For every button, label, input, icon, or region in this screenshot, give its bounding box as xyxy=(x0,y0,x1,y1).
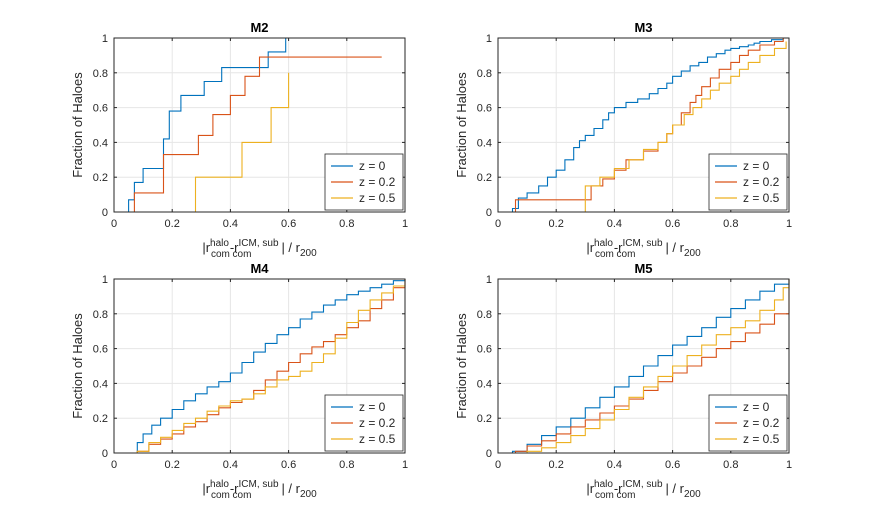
y-axis-label: Fraction of Haloes xyxy=(70,72,85,178)
chart-m2: 0 0.2 0.4 0.6 0.8 1 0 0.2 0.4 0.6 0.8 1 M2 Fraction o… xyxy=(70,20,408,260)
y-tick-label: 0.6 xyxy=(477,103,492,115)
axes-box xyxy=(497,278,790,454)
legend-entry: z = 0.5 xyxy=(359,191,396,205)
x-tick-label: 0.4 xyxy=(223,218,238,230)
x-axis-label: |rhalo com-rICM, sub com | / r200 xyxy=(202,479,317,501)
y-tick-label: 1 xyxy=(486,274,492,286)
chart-title: M3 xyxy=(634,20,652,35)
y-tick-label: 0.6 xyxy=(93,103,108,115)
legend-entry: z = 0.5 xyxy=(359,432,396,446)
y-tick-label: 0.4 xyxy=(477,137,492,149)
x-tick-label: 0 xyxy=(495,459,501,471)
legend-entry: z = 0 xyxy=(743,400,770,414)
legend-entry: z = 0 xyxy=(743,159,770,173)
legend: z = 0 z = 0.2 z = 0.5 xyxy=(324,394,404,452)
series-line-z0 xyxy=(128,37,298,212)
y-tick-label: 1 xyxy=(486,33,492,45)
legend-entry: z = 0.2 xyxy=(743,175,780,189)
x-tick-label: 0.6 xyxy=(665,218,680,230)
legend-entry: z = 0 xyxy=(359,159,386,173)
series-line-z0 xyxy=(128,279,406,454)
series-line-z05 xyxy=(526,279,790,453)
legend-entry: z = 0.2 xyxy=(743,416,780,430)
chart-m3: 0 0.2 0.4 0.6 0.8 1 0 0.2 0.4 0.6 0.8 1 M3 Fraction o… xyxy=(454,20,792,260)
x-tick-label: 0.4 xyxy=(223,459,238,471)
x-tick-label: 1 xyxy=(786,218,792,230)
chart-m5: 0 0.2 0.4 0.6 0.8 1 0 0.2 0.4 0.6 0.8 1 M5 Fraction o… xyxy=(454,261,792,501)
y-axis-label: Fraction of Haloes xyxy=(454,313,469,419)
x-tick-label: 0.8 xyxy=(339,459,354,471)
x-tick-label: 0.2 xyxy=(165,218,180,230)
x-axis-label: |rhalo com-rICM, sub com | / r200 xyxy=(202,238,317,260)
series-line-z05 xyxy=(194,72,290,212)
x-tick-label: 1 xyxy=(402,459,408,471)
x-tick-label: 0.8 xyxy=(723,218,738,230)
y-tick-label: 0.8 xyxy=(477,68,492,80)
x-tick-label: 0 xyxy=(495,218,501,230)
legend-entry: z = 0.5 xyxy=(743,432,780,446)
x-tick-label: 0.4 xyxy=(607,459,622,471)
y-tick-label: 0 xyxy=(486,448,492,460)
axes-box xyxy=(497,37,790,213)
series-line-z02 xyxy=(514,38,784,212)
legend-entry: z = 0.2 xyxy=(359,416,396,430)
chart-m4: 0 0.2 0.4 0.6 0.8 1 0 0.2 0.4 0.6 0.8 1 M4 Fraction o… xyxy=(70,261,408,501)
x-tick-label: 0 xyxy=(111,459,117,471)
chart-title: M4 xyxy=(250,261,269,276)
y-tick-label: 0.8 xyxy=(93,68,108,80)
y-tick-label: 0.2 xyxy=(477,172,492,184)
x-tick-label: 0 xyxy=(111,218,117,230)
x-tick-label: 0.8 xyxy=(339,218,354,230)
y-tick-label: 0 xyxy=(486,207,492,219)
x-tick-label: 1 xyxy=(786,459,792,471)
y-tick-label: 0 xyxy=(102,448,108,460)
series-line-z02 xyxy=(133,56,382,212)
series-line-z02 xyxy=(136,279,406,453)
series-line-z05 xyxy=(584,41,787,212)
y-axis-label: Fraction of Haloes xyxy=(70,313,85,419)
axes-box xyxy=(113,37,406,213)
legend: z = 0 z = 0.2 z = 0.5 xyxy=(708,153,788,211)
y-tick-label: 0.6 xyxy=(477,344,492,356)
legend-box xyxy=(708,153,788,211)
x-tick-label: 0.6 xyxy=(281,218,296,230)
x-tick-label: 0.2 xyxy=(549,218,564,230)
x-tick-label: 0.6 xyxy=(665,459,680,471)
y-tick-label: 1 xyxy=(102,33,108,45)
y-tick-label: 0.4 xyxy=(93,378,108,390)
chart-title: M5 xyxy=(634,261,652,276)
x-tick-label: 0.8 xyxy=(723,459,738,471)
series-line-z0 xyxy=(511,38,784,212)
y-tick-label: 0.6 xyxy=(93,344,108,356)
legend-entry: z = 0 xyxy=(359,400,386,414)
series-line-z05 xyxy=(136,279,406,453)
x-tick-label: 1 xyxy=(402,218,408,230)
y-tick-label: 1 xyxy=(102,274,108,286)
y-tick-label: 0.8 xyxy=(477,309,492,321)
y-tick-label: 0.8 xyxy=(93,309,108,321)
x-axis-label: |rhalo com-rICM, sub com | / r200 xyxy=(586,479,701,501)
legend-entry: z = 0.2 xyxy=(359,175,396,189)
x-tick-label: 0.2 xyxy=(165,459,180,471)
chart-title: M2 xyxy=(250,20,268,35)
y-tick-label: 0.4 xyxy=(477,378,492,390)
y-tick-label: 0.2 xyxy=(93,413,108,425)
y-tick-label: 0.4 xyxy=(93,137,108,149)
y-tick-label: 0.2 xyxy=(93,172,108,184)
y-axis-label: Fraction of Haloes xyxy=(454,72,469,178)
legend: z = 0 z = 0.2 z = 0.5 xyxy=(708,394,788,452)
series-line-z02 xyxy=(514,279,790,453)
series-line-z0 xyxy=(511,279,790,453)
y-tick-label: 0 xyxy=(102,207,108,219)
legend-entry: z = 0.5 xyxy=(743,191,780,205)
x-axis-label: |rhalo com-rICM, sub com | / r200 xyxy=(586,238,701,260)
axes-box xyxy=(113,278,406,454)
x-tick-label: 0.6 xyxy=(281,459,296,471)
legend: z = 0 z = 0.2 z = 0.5 xyxy=(324,153,404,211)
y-tick-label: 0.2 xyxy=(477,413,492,425)
x-tick-label: 0.4 xyxy=(607,218,622,230)
x-tick-label: 0.2 xyxy=(549,459,564,471)
